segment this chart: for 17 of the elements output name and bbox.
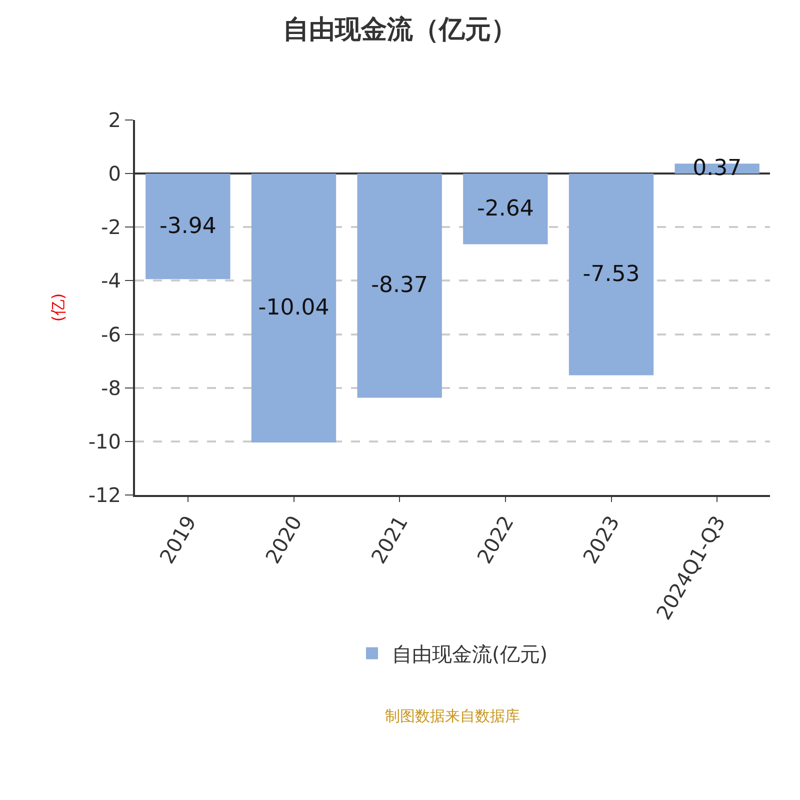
y-tick-label: -12 (88, 483, 121, 507)
chart-title: 自由现金流（亿元） (283, 15, 517, 46)
y-tick-label: 2 (108, 108, 121, 132)
data-label: -2.64 (476, 196, 534, 222)
data-label: -8.37 (371, 273, 428, 298)
y-tick-label: 0 (108, 162, 121, 186)
y-axis-title: (亿) (48, 293, 68, 322)
y-tick-label: -10 (88, 429, 121, 454)
y-tick-label: -6 (101, 322, 121, 346)
data-label: -7.53 (582, 262, 640, 287)
y-tick-label: -2 (101, 215, 121, 240)
data-label: -3.94 (159, 214, 216, 239)
y-tick-label: -4 (101, 268, 121, 293)
y-tick-label: -8 (101, 376, 121, 400)
legend-label: 自由现金流(亿元) (392, 642, 548, 666)
data-label: -10.04 (258, 296, 330, 321)
text: 制图数据来自数据库 (385, 707, 520, 725)
